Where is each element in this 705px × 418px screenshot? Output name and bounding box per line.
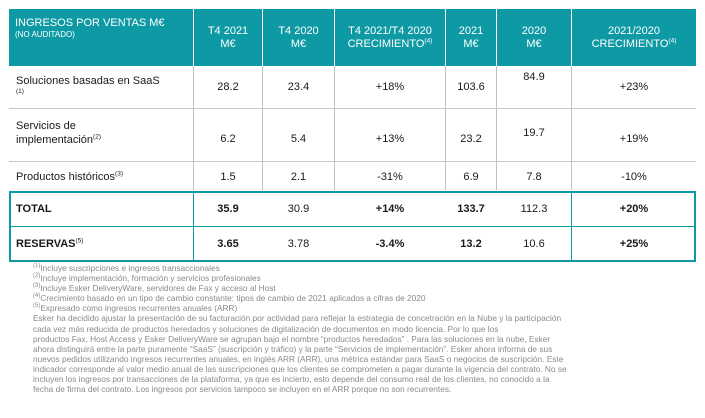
cell-t4-2021: 6.2: [220, 133, 236, 145]
row-label-line2: implementación: [16, 134, 94, 146]
header-t4-growth: T4 2021/T4 2020 CRECIMIENTO(4): [335, 25, 445, 82]
cell-t4-2020: 30.9: [287, 203, 310, 215]
header-title-text: INGRESOS POR VENTAS M€: [15, 17, 165, 29]
cell-growth: +20%: [619, 203, 649, 215]
header-growth-footnote: (4): [668, 37, 677, 45]
cell-t4-2021: 1.5: [220, 171, 236, 183]
footnote-1: (1)Incluye suscripciones e ingresos tran…: [33, 263, 220, 273]
header-t4-2020: T4 2020 M€: [263, 25, 334, 82]
row-label-line1: RESERVAS: [16, 238, 76, 250]
header-t4-growth-l1: T4 2021/T4 2020: [348, 25, 432, 37]
row-label-line1: Servicios de: [16, 120, 76, 132]
cell-2020: 112.3: [520, 203, 548, 215]
table-row: Productos históricos(3) 1.5 2.1 -31% 6.9…: [9, 162, 696, 190]
header-growth-l1: 2021/2020: [608, 25, 660, 37]
cell-t4-2020: 23.4: [287, 81, 310, 93]
cell-growth: -10%: [621, 171, 647, 183]
row-label: Servicios de implementación(2): [16, 119, 191, 171]
note-paragraph-line: ahora distinguirá entre la parte puramen…: [33, 343, 553, 354]
header-t4-2021: T4 2021 M€: [194, 25, 262, 82]
table-row: Soluciones basadas en SaaS (1) 28.2 23.4…: [9, 66, 696, 108]
row-label-footnote: (5): [75, 237, 84, 245]
row-label: Soluciones basadas en SaaS (1): [16, 75, 191, 117]
cell-2021: 6.9: [463, 171, 479, 183]
row-label-footnote: (3): [115, 170, 123, 178]
header-2020: 2020 M€: [497, 25, 571, 82]
header-t4-2020-l2: M€: [290, 38, 307, 50]
row-label: Productos históricos(3): [16, 171, 191, 199]
header-t4-2021-l2: M€: [220, 38, 236, 50]
header-revenue-title: INGRESOS POR VENTAS M€ (NO AUDITADO): [15, 17, 195, 74]
row-label: TOTAL: [16, 203, 52, 215]
footnotes: (1)Incluye suscripciones e ingresos tran…: [33, 263, 619, 394]
cell-2020: 19.7: [523, 127, 545, 139]
cell-2021: 13.2: [460, 238, 482, 250]
note-paragraph-line: nuevos pedidos utilizando ingresos recur…: [33, 353, 564, 364]
note-paragraph-line: productos Fax, Host Access y Esker Deliv…: [33, 333, 551, 344]
footnote-4: (4)Crecimiento basado en un tipo de camb…: [33, 293, 426, 304]
header-growth-l2: CRECIMIENTO: [591, 38, 669, 50]
header-t4-2020-l1: T4 2020: [278, 25, 319, 37]
row-label-line1: Productos históricos: [16, 171, 116, 183]
note-paragraph-line: incluyen los ingresos por transacciones …: [33, 374, 550, 385]
cell-t4-growth: +18%: [375, 81, 405, 93]
row-label-footnote: (2): [93, 133, 101, 141]
cell-2021: 103.6: [457, 81, 485, 93]
header-t4-2021-l1: T4 2021: [207, 25, 249, 37]
cell-2020: 10.6: [523, 238, 545, 250]
table-header: INGRESOS POR VENTAS M€ (NO AUDITADO) T4 …: [9, 9, 696, 66]
cell-growth: +25%: [619, 238, 649, 250]
cell-t4-growth: -31%: [377, 171, 403, 183]
cell-t4-2021: 28.2: [217, 81, 239, 93]
cell-2020: 84.9: [523, 71, 545, 83]
cell-t4-2021: 3.65: [217, 238, 239, 250]
note-paragraph-line: Esker ha decidido ajustar la presentació…: [33, 313, 562, 324]
cell-t4-2021: 35.9: [217, 203, 239, 215]
header-2020-l1: 2020: [521, 25, 547, 37]
row-label-footnote: (1): [16, 88, 24, 95]
header-t4-growth-l2: CRECIMIENTO: [347, 38, 425, 50]
table-row-total: TOTAL 35.9 30.9 +14% 133.7 112.3 +20%: [9, 192, 696, 226]
cell-t4-2020: 5.4: [290, 133, 307, 145]
cell-2021: 133.7: [457, 203, 485, 215]
header-2021: 2021 M€: [446, 25, 496, 82]
header-2020-l2: M€: [526, 38, 542, 50]
row-label-line1: Soluciones basadas en SaaS: [16, 75, 160, 87]
note-paragraph-line: indicador corresponde al valor medio anu…: [33, 363, 567, 374]
header-growth: 2021/2020 CRECIMIENTO(4): [572, 25, 696, 82]
cell-2020: 7.8: [526, 171, 542, 183]
note-paragraph-line: fecha de firma del contrato. Los ingreso…: [33, 384, 452, 395]
cell-t4-growth: -3.4%: [375, 238, 405, 250]
note-paragraph-line: cada vez más reducida de productos hered…: [33, 323, 499, 334]
cell-2021: 23.2: [460, 133, 482, 145]
table-row: Servicios de implementación(2) 6.2 5.4 +…: [9, 109, 696, 161]
cell-t4-2020: 2.1: [290, 171, 307, 183]
cell-growth: +23%: [619, 81, 649, 93]
row-label: RESERVAS(5): [16, 238, 191, 272]
footnote-3: (3)Incluye Esker DeliveryWare, servidore…: [33, 283, 276, 294]
table-row-bookings: RESERVAS(5) 3.65 3.78 -3.4% 13.2 10.6 +2…: [9, 227, 696, 261]
footnote-5: (5)Expresado como ingresos recurrentes a…: [33, 303, 238, 314]
cell-t4-growth: +13%: [375, 133, 405, 145]
cell-growth: +19%: [619, 133, 649, 145]
header-subtitle-text: (NO AUDITADO): [15, 30, 75, 39]
header-2021-l2: M€: [463, 38, 479, 50]
cell-t4-growth: +14%: [375, 203, 405, 215]
cell-t4-2020: 3.78: [287, 238, 310, 250]
header-t4-growth-footnote: (4): [424, 37, 433, 45]
header-2021-l1: 2021: [458, 25, 484, 37]
footnote-2: (2)Incluye implementación, formación y s…: [33, 273, 261, 284]
